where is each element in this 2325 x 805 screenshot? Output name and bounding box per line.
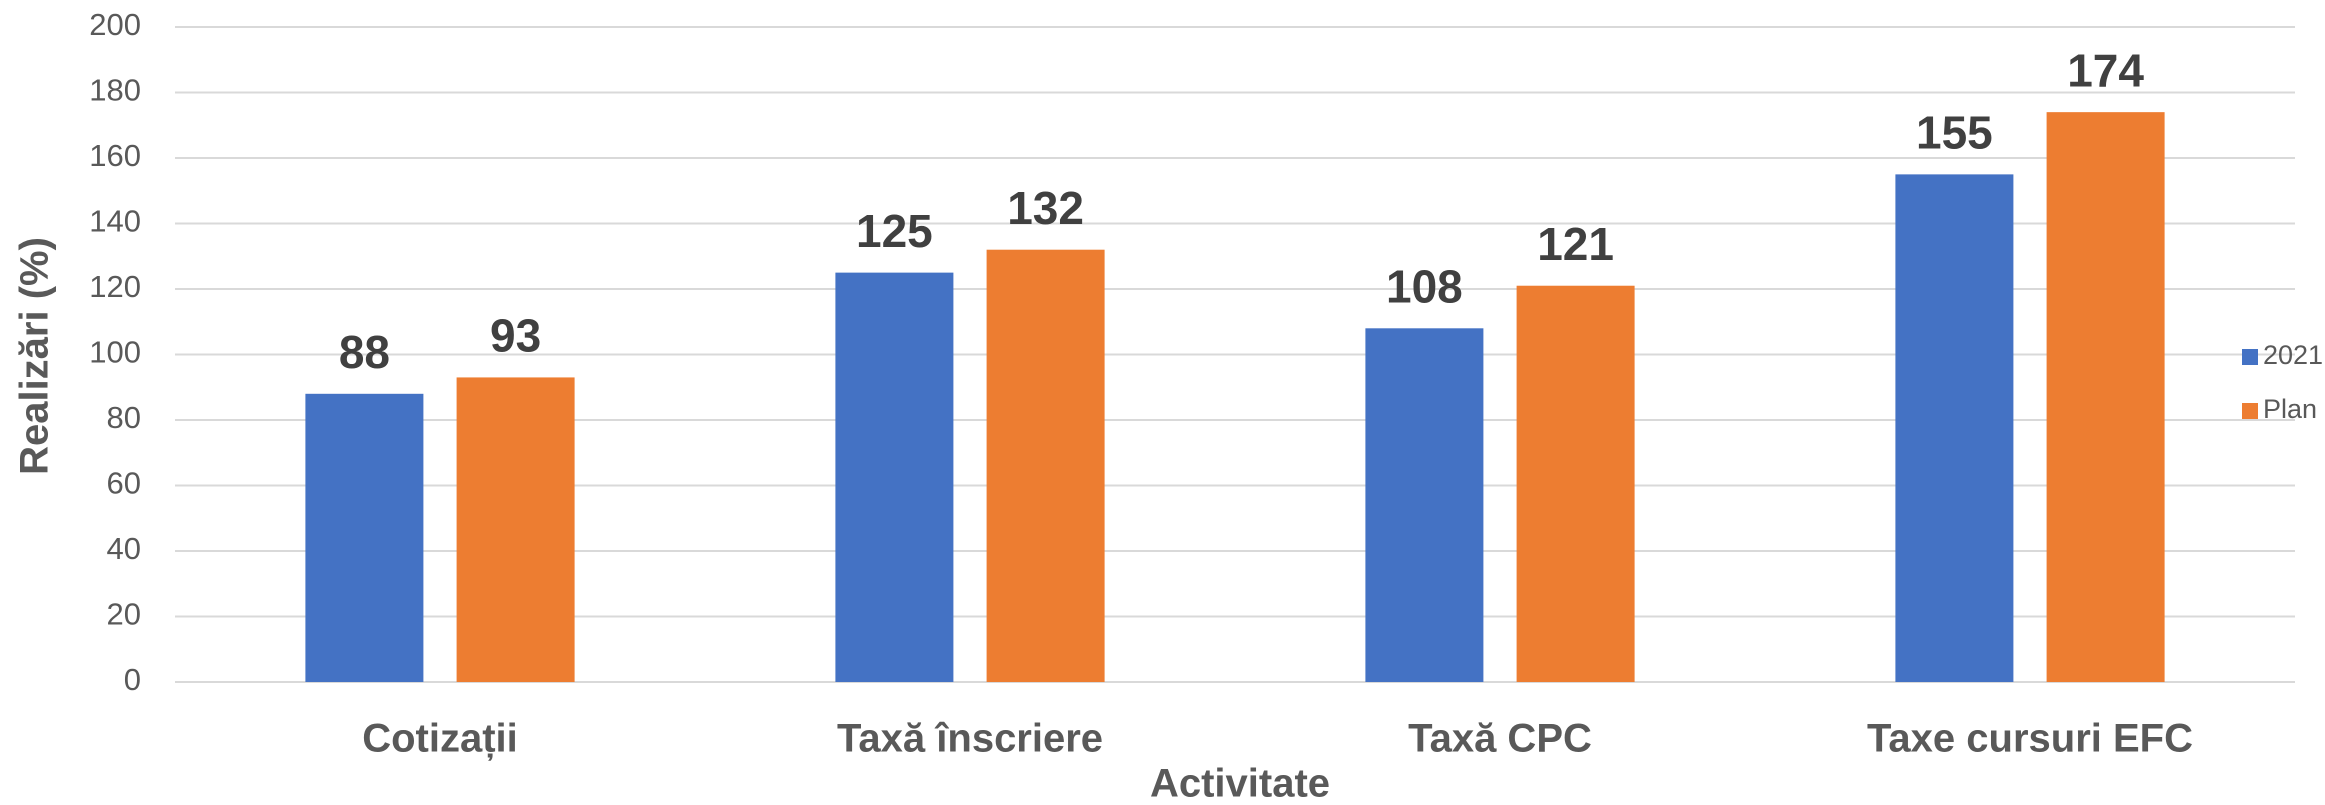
data-label: 108	[1386, 260, 1463, 312]
y-tick-label: 200	[89, 7, 141, 42]
x-tick-label: Taxă CPC	[1408, 717, 1592, 761]
bar	[305, 393, 424, 682]
bar	[835, 272, 954, 682]
y-tick-label: 40	[107, 531, 141, 566]
legend-swatch	[2242, 349, 2258, 365]
data-label: 88	[339, 326, 390, 378]
bar	[1516, 285, 1635, 682]
data-label: 125	[856, 205, 933, 257]
bar	[2046, 112, 2165, 682]
y-tick-label: 180	[89, 73, 141, 108]
y-tick-label: 20	[107, 597, 141, 632]
legend-label: Plan	[2263, 394, 2317, 424]
data-label: 93	[490, 310, 541, 362]
y-tick-label: 140	[89, 204, 141, 239]
bar	[986, 249, 1105, 682]
data-label: 155	[1916, 107, 1993, 159]
legend-label: 2021	[2263, 340, 2323, 370]
x-tick-label: Cotizații	[362, 717, 518, 761]
x-axis-title: Activitate	[1150, 762, 1330, 805]
y-axis-title: Realizări (%)	[13, 237, 57, 475]
y-tick-label: 0	[124, 662, 141, 697]
data-label: 132	[1007, 182, 1084, 234]
legend-swatch	[2242, 403, 2258, 419]
data-label: 174	[2067, 44, 2144, 96]
y-tick-label: 120	[89, 269, 141, 304]
x-tick-label: Taxă înscriere	[837, 717, 1103, 761]
data-label: 121	[1537, 218, 1614, 270]
x-tick-label: Taxe cursuri EFC	[1867, 717, 2193, 761]
bar	[1895, 174, 2014, 682]
bar	[456, 377, 575, 682]
y-tick-label: 80	[107, 400, 141, 435]
y-tick-label: 60	[107, 466, 141, 501]
y-tick-label: 160	[89, 138, 141, 173]
y-tick-label: 100	[89, 335, 141, 370]
bar	[1365, 328, 1484, 682]
